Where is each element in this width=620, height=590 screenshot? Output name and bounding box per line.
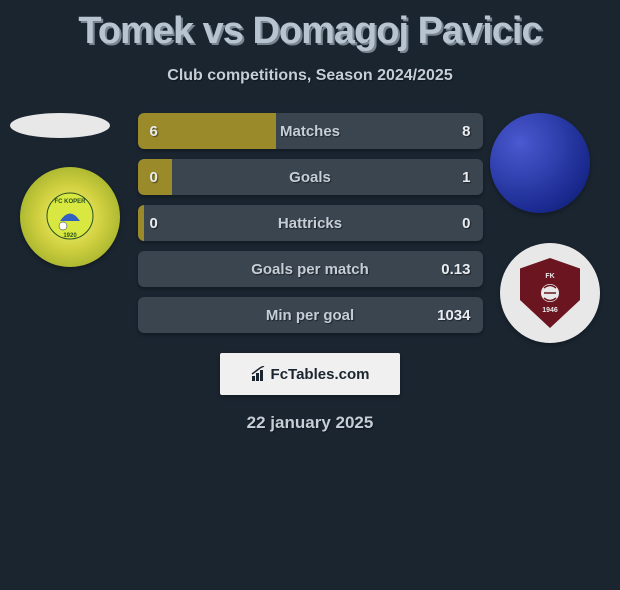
stat-label: Hattricks [278, 215, 342, 232]
sarajevo-logo-icon: FK 1946 [530, 268, 570, 318]
chart-icon [251, 366, 267, 382]
koper-logo-icon: FC KOPER 1920 [45, 191, 95, 241]
title-text: Tomek vs Domagoj Pavicic [78, 10, 541, 52]
stat-value-right: 8 [462, 123, 470, 140]
svg-text:FC KOPER: FC KOPER [54, 199, 86, 205]
badge-right-shield: FK 1946 [520, 258, 580, 328]
branding-text: FcTables.com [251, 366, 370, 383]
badge-left-label: FC KOPER 1920 [45, 191, 95, 244]
player-right-avatar [490, 113, 590, 213]
stat-label: Goals [289, 169, 331, 186]
player-left-avatar [10, 113, 110, 138]
stat-value-right: 0.13 [441, 261, 470, 278]
stat-value-right: 1 [462, 169, 470, 186]
stat-row: 0 Hattricks 0 [138, 205, 483, 241]
svg-text:1946: 1946 [542, 307, 558, 314]
stats-container: 6 Matches 8 0 Goals 1 0 Hattricks 0 Goals per mat… [138, 113, 483, 333]
branding-label: FcTables.com [271, 366, 370, 383]
stat-row: 0 Goals 1 [138, 159, 483, 195]
subtitle: Club competitions, Season 2024/2025 [0, 67, 620, 85]
date-text: 22 january 2025 [0, 413, 620, 433]
stat-value-left: 6 [150, 123, 158, 140]
stat-value-left: 0 [150, 215, 158, 232]
svg-text:FK: FK [545, 273, 554, 280]
stat-row: Goals per match 0.13 [138, 251, 483, 287]
stat-fill-left [138, 205, 145, 241]
stat-fill-left [138, 113, 276, 149]
content-area: FC KOPER 1920 FK 1946 6 Matches 8 0 Goals 1 0 H… [0, 113, 620, 433]
stat-value-left: 0 [150, 169, 158, 186]
stat-row: 6 Matches 8 [138, 113, 483, 149]
player-right-badge: FK 1946 [500, 243, 600, 343]
stat-value-right: 0 [462, 215, 470, 232]
svg-text:1920: 1920 [63, 233, 77, 239]
stat-label: Min per goal [266, 307, 354, 324]
stat-label: Goals per match [251, 261, 369, 278]
stat-label: Matches [280, 123, 340, 140]
stat-row: Min per goal 1034 [138, 297, 483, 333]
player-left-badge: FC KOPER 1920 [20, 167, 120, 267]
branding-box[interactable]: FcTables.com [220, 353, 400, 395]
stat-value-right: 1034 [437, 307, 470, 324]
comparison-title: Tomek vs Domagoj Pavicic Tomek vs Domago… [0, 10, 620, 53]
